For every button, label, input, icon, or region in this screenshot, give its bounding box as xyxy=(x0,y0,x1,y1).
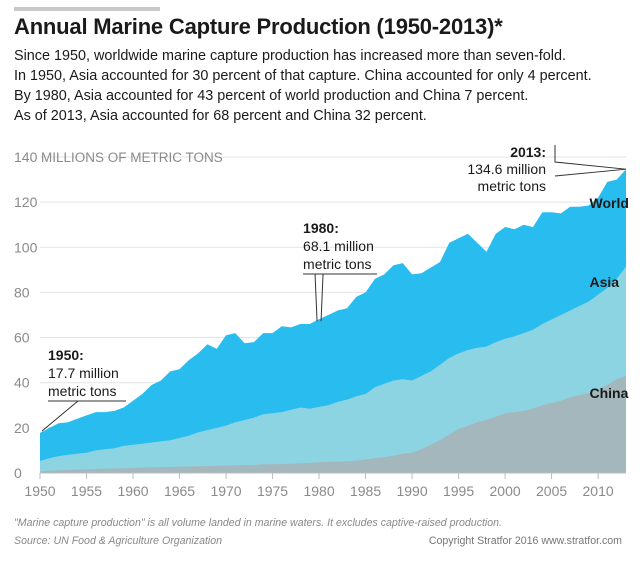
annotation-2013-year: 2013: xyxy=(510,144,546,160)
title-accent-bar xyxy=(14,7,160,11)
series-label-asia: Asia xyxy=(589,274,619,290)
annotation-2013-leader xyxy=(554,168,627,177)
intro-line: By 1980, Asia accounted for 43 percent o… xyxy=(14,88,529,104)
y-tick-label: 120 xyxy=(14,194,38,210)
y-tick-label: 80 xyxy=(14,284,30,300)
source-note: Source: UN Food & Agriculture Organizati… xyxy=(14,535,223,547)
intro-line: In 1950, Asia accounted for 30 percent o… xyxy=(14,68,592,84)
series-label-china: China xyxy=(589,385,628,401)
footnote: "Marine capture production" is all volum… xyxy=(14,517,503,529)
chart-title: Annual Marine Capture Production (1950-2… xyxy=(14,14,503,39)
annotation-1980-unit: metric tons xyxy=(303,256,371,272)
x-tick-label: 1990 xyxy=(396,483,427,499)
area-china xyxy=(40,375,626,473)
y-tick-label: 60 xyxy=(14,330,30,346)
annotation-1980-leader xyxy=(314,273,318,322)
x-tick-label: 1975 xyxy=(257,483,288,499)
area-chart: 0 20 40 60 80 100 120 140 MILLIONS OF METRIC TON… xyxy=(14,144,629,499)
x-tick-label: 2005 xyxy=(536,483,567,499)
y-axis-label: MILLIONS OF METRIC TONS xyxy=(41,150,223,165)
x-tick-label: 2010 xyxy=(583,483,614,499)
x-tick-label: 1960 xyxy=(117,483,148,499)
x-tick-label: 1955 xyxy=(71,483,102,499)
intro-line: Since 1950, worldwide marine capture pro… xyxy=(14,48,566,64)
x-tick-label: 2000 xyxy=(490,483,521,499)
y-tick-label: 20 xyxy=(14,420,30,436)
annotation-1980-leader xyxy=(320,273,324,322)
annotation-1980-value: 68.1 million xyxy=(303,238,374,254)
annotation-1950-value: 17.7 million xyxy=(48,365,119,381)
x-tick-label: 1995 xyxy=(443,483,474,499)
y-tick-label: 100 xyxy=(14,239,38,255)
annotation-1950-year: 1950: xyxy=(48,347,84,363)
y-tick-label: 0 xyxy=(14,465,22,481)
intro-text: Since 1950, worldwide marine capture pro… xyxy=(14,46,634,126)
y-tick-label: 140 xyxy=(14,149,38,165)
area-asia xyxy=(40,266,626,473)
annotation-2013-unit: metric tons xyxy=(478,178,546,194)
x-tick-label: 1965 xyxy=(164,483,195,499)
y-tick-label: 40 xyxy=(14,375,30,391)
series-label-world: World xyxy=(589,195,628,211)
intro-line: As of 2013, Asia accounted for 68 percen… xyxy=(14,108,427,124)
annotation-2013-value: 134.6 million xyxy=(467,161,546,177)
annotation-1950-unit: metric tons xyxy=(48,383,116,399)
x-tick-label: 1950 xyxy=(24,483,55,499)
annotation-1950-leader xyxy=(41,400,79,432)
annotation-1980-year: 1980: xyxy=(303,220,339,236)
annotation-2013-leader xyxy=(554,145,627,170)
copyright-note: Copyright Stratfor 2016 www.stratfor.com xyxy=(428,535,622,547)
x-tick-label: 1970 xyxy=(210,483,241,499)
x-tick-label: 1980 xyxy=(303,483,334,499)
x-tick-label: 1985 xyxy=(350,483,381,499)
